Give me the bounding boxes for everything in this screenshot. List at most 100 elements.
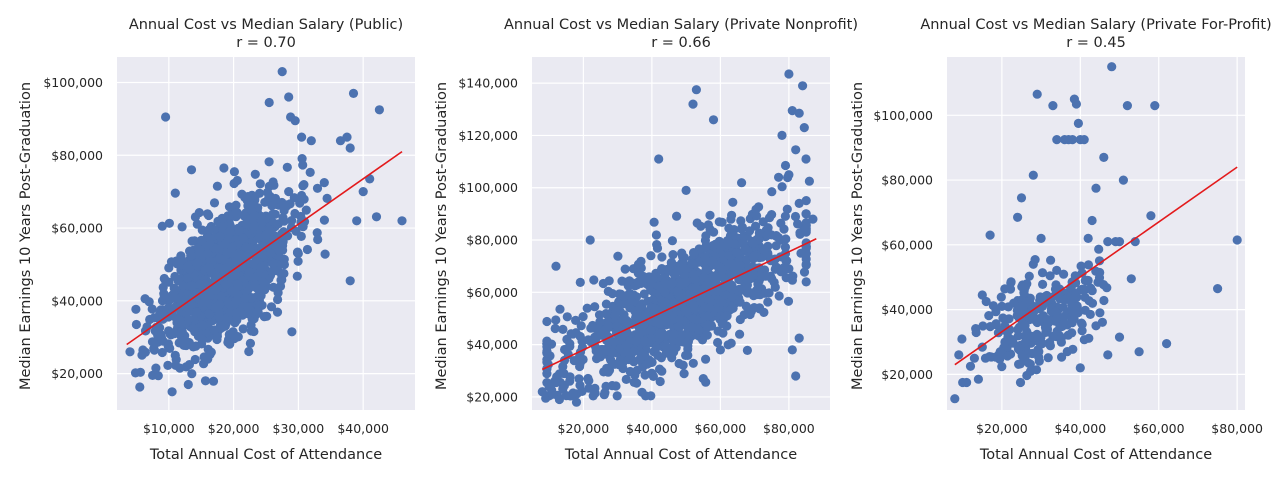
x-tick-label: $20,000 [976, 421, 1028, 436]
data-point [544, 381, 554, 392]
data-point [240, 293, 250, 303]
data-point [763, 297, 773, 307]
data-point [708, 256, 718, 266]
data-point [601, 346, 611, 356]
data-point [604, 276, 614, 286]
data-point [1015, 377, 1026, 388]
data-point [698, 374, 708, 384]
y-tick-label: $80,000 [466, 233, 518, 248]
data-point [542, 336, 552, 346]
data-point [646, 391, 656, 401]
data-point [779, 224, 789, 234]
y-tick-label: $40,000 [466, 337, 518, 352]
data-point [187, 281, 197, 291]
data-point [266, 302, 277, 312]
data-point [655, 376, 665, 387]
data-point [165, 329, 175, 339]
data-point [214, 312, 224, 322]
data-point [257, 215, 267, 225]
data-point [611, 381, 621, 391]
data-point [1103, 350, 1113, 360]
chart-subtitle: r = 0.66 [651, 35, 711, 51]
data-point [1043, 353, 1053, 363]
data-point [621, 315, 631, 325]
data-point [1052, 265, 1062, 275]
data-point [727, 292, 737, 302]
data-point [1038, 279, 1048, 289]
data-point [646, 326, 656, 336]
x-tick-label: $80,000 [1211, 421, 1263, 436]
data-point [760, 271, 771, 281]
data-point [319, 215, 329, 225]
data-point [1056, 333, 1066, 343]
data-point [233, 279, 243, 289]
data-point [1099, 152, 1109, 162]
data-point [319, 178, 329, 188]
data-point [728, 303, 738, 313]
data-point [669, 329, 679, 339]
data-point [159, 292, 169, 302]
data-point [1118, 175, 1128, 185]
data-point [601, 299, 612, 309]
data-point [1002, 351, 1013, 361]
data-point [1091, 321, 1101, 331]
data-point [1032, 89, 1042, 99]
data-point [729, 225, 739, 235]
data-point [660, 287, 670, 297]
data-point [270, 194, 281, 204]
data-point [204, 309, 214, 319]
y-tick-label: $100,000 [43, 75, 103, 90]
data-point [799, 267, 810, 277]
data-point [801, 154, 811, 164]
data-point [701, 241, 711, 251]
data-point [548, 389, 558, 399]
data-point [150, 326, 160, 336]
data-point [688, 358, 698, 368]
data-point [995, 347, 1005, 357]
data-point [1045, 341, 1055, 351]
data-point [801, 260, 811, 270]
data-point [282, 162, 292, 172]
data-point [301, 205, 311, 215]
data-point [667, 278, 677, 288]
data-point [274, 246, 284, 256]
data-point [1077, 268, 1087, 278]
data-point [170, 188, 180, 198]
data-point [696, 221, 706, 231]
y-tick-label: $80,000 [51, 148, 103, 163]
data-point [320, 249, 330, 259]
data-point [1060, 295, 1070, 305]
y-tick-label: $20,000 [51, 366, 103, 381]
data-point [190, 212, 200, 222]
data-point [272, 307, 283, 317]
data-point [550, 323, 560, 334]
data-point [1052, 313, 1062, 323]
data-point [728, 284, 738, 294]
data-point [241, 219, 251, 229]
data-point [184, 360, 194, 370]
data-point [1095, 308, 1105, 318]
data-point [1095, 267, 1105, 278]
data-point [1079, 135, 1089, 145]
y-tick-label: $120,000 [458, 128, 518, 143]
data-point [217, 213, 227, 223]
data-point [209, 198, 220, 208]
data-point [1013, 212, 1023, 222]
data-point [565, 341, 575, 351]
y-tick-label: $100,000 [458, 180, 518, 195]
data-point [796, 248, 806, 258]
data-point [701, 354, 711, 364]
data-point [279, 268, 289, 279]
data-point [742, 288, 753, 298]
data-point [613, 251, 623, 261]
data-point [147, 304, 157, 314]
data-point [1073, 118, 1083, 128]
data-point [699, 272, 709, 282]
data-point [554, 394, 565, 405]
y-axis-label: Median Earnings 10 Years Post-Graduation [434, 82, 450, 390]
x-tick-label: $30,000 [273, 421, 325, 436]
data-point [808, 214, 818, 224]
data-point [801, 209, 811, 219]
data-point [688, 99, 698, 109]
